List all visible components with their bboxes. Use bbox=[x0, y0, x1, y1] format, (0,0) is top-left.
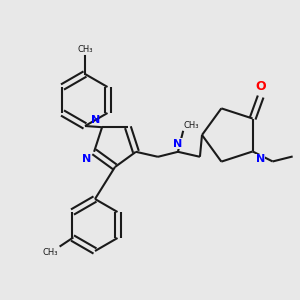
Text: N: N bbox=[256, 154, 265, 164]
Text: N: N bbox=[173, 139, 182, 149]
Text: CH₃: CH₃ bbox=[184, 121, 200, 130]
Text: CH₃: CH₃ bbox=[43, 248, 58, 257]
Text: N: N bbox=[91, 115, 100, 125]
Text: CH₃: CH₃ bbox=[77, 45, 93, 54]
Text: N: N bbox=[82, 154, 91, 164]
Text: O: O bbox=[255, 80, 266, 92]
